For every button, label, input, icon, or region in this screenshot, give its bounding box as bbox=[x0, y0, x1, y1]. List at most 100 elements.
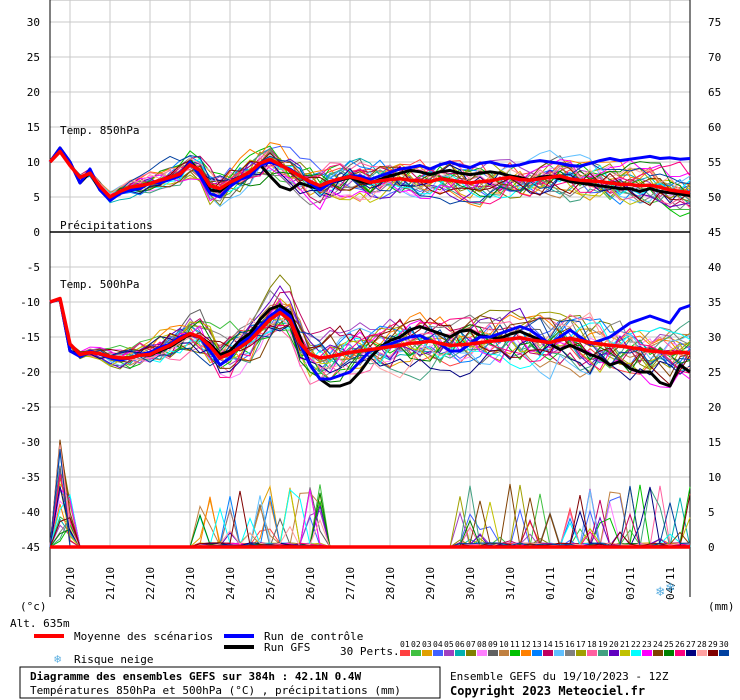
date-tick-label: 31/10 bbox=[504, 567, 517, 600]
left-tick-label: -15 bbox=[20, 331, 40, 344]
left-tick-label: 15 bbox=[27, 121, 40, 134]
copyright: Copyright 2023 Meteociel.fr bbox=[450, 684, 645, 698]
right-tick-label: 20 bbox=[708, 401, 721, 414]
pert-legend-label: 04 bbox=[433, 640, 443, 649]
left-tick-label: -20 bbox=[20, 366, 40, 379]
date-tick-label: 25/10 bbox=[264, 567, 277, 600]
right-tick-label: 45 bbox=[708, 226, 721, 239]
pert-legend-swatch bbox=[675, 650, 685, 656]
date-tick-label: 21/10 bbox=[104, 567, 117, 600]
pert-legend-swatch bbox=[554, 650, 564, 656]
pert-legend-swatch bbox=[686, 650, 696, 656]
right-tick-label: 60 bbox=[708, 121, 721, 134]
right-tick-label: 55 bbox=[708, 156, 721, 169]
right-tick-label: 35 bbox=[708, 296, 721, 309]
pert-legend-label: 08 bbox=[477, 640, 487, 649]
label-precip: Précipitations bbox=[60, 219, 153, 232]
snowflake-icon-2: ❄ bbox=[666, 580, 675, 596]
pert-legend-swatch bbox=[664, 650, 674, 656]
date-tick-label: 23/10 bbox=[184, 567, 197, 600]
pert-legend-swatch bbox=[444, 650, 454, 656]
chart-title: Diagramme des ensembles GEFS sur 384h : … bbox=[30, 670, 362, 683]
left-tick-label: 25 bbox=[27, 51, 40, 64]
pert-legend-label: 30 bbox=[719, 640, 729, 649]
pert-legend-swatch bbox=[400, 650, 410, 656]
pert-legend-label: 18 bbox=[587, 640, 597, 649]
right-tick-label: 5 bbox=[708, 506, 715, 519]
pert-legend-label: 07 bbox=[466, 640, 476, 649]
pert-legend-label: 23 bbox=[642, 640, 652, 649]
pert-legend-swatch bbox=[521, 650, 531, 656]
pert-legend-swatch bbox=[620, 650, 630, 656]
axis-tick-labels: 302520151050-5-10-15-20-25-30-35-40-4575… bbox=[20, 16, 721, 600]
pert-t500-line bbox=[49, 297, 691, 386]
pert-legend-swatch bbox=[708, 650, 718, 656]
grid-lines bbox=[49, 0, 691, 597]
right-tick-label: 70 bbox=[708, 51, 721, 64]
date-tick-label: 29/10 bbox=[424, 567, 437, 600]
label-t850: Temp. 850hPa bbox=[60, 124, 139, 137]
date-tick-label: 22/10 bbox=[144, 567, 157, 600]
pert-legend-swatch bbox=[455, 650, 465, 656]
pert-legend-label: 12 bbox=[521, 640, 531, 649]
pert-t500-line bbox=[49, 297, 691, 389]
snowflake-icon: ❄ bbox=[656, 584, 665, 600]
pert-legend-swatch bbox=[422, 650, 432, 656]
date-tick-label: 01/11 bbox=[544, 567, 557, 600]
date-tick-label: 27/10 bbox=[344, 567, 357, 600]
main-series-lines bbox=[48, 146, 691, 549]
pert-legend-label: 21 bbox=[620, 640, 630, 649]
pert-legend-label: 05 bbox=[444, 640, 454, 649]
right-tick-label: 30 bbox=[708, 331, 721, 344]
pert-legend-swatch bbox=[565, 650, 575, 656]
left-tick-label: 5 bbox=[33, 191, 40, 204]
pert-t500-line bbox=[49, 298, 691, 379]
pert-legend-swatch bbox=[697, 650, 707, 656]
legend-mean-label: Moyenne des scénarios bbox=[74, 630, 213, 643]
pert-legend-label: 14 bbox=[543, 640, 553, 649]
pert-t850-line bbox=[49, 148, 691, 205]
left-tick-label: 0 bbox=[33, 226, 40, 239]
left-tick-label: -25 bbox=[20, 401, 40, 414]
date-tick-label: 20/10 bbox=[64, 567, 77, 600]
pert-legend-swatch bbox=[488, 650, 498, 656]
pert-legend-label: 10 bbox=[499, 640, 509, 649]
left-tick-label: -5 bbox=[27, 261, 40, 274]
pert-legend-label: 19 bbox=[598, 640, 608, 649]
pert-legend-label: 22 bbox=[631, 640, 641, 649]
legend-gfs-label: Run GFS bbox=[264, 641, 310, 654]
left-tick-label: 30 bbox=[27, 16, 40, 29]
pert-legend-swatch bbox=[719, 650, 729, 656]
pert-legend-label: 09 bbox=[488, 640, 498, 649]
date-tick-label: 26/10 bbox=[304, 567, 317, 600]
right-tick-label: 75 bbox=[708, 16, 721, 29]
pert-legend-swatch bbox=[466, 650, 476, 656]
legend-snow-label: Risque neige bbox=[74, 653, 153, 666]
pert-legend-label: 29 bbox=[708, 640, 718, 649]
left-tick-label: 10 bbox=[27, 156, 40, 169]
date-tick-label: 02/11 bbox=[584, 567, 597, 600]
pert-legend-swatch bbox=[510, 650, 520, 656]
date-tick-label: 30/10 bbox=[464, 567, 477, 600]
pert-legend-label: 28 bbox=[697, 640, 707, 649]
altitude-label: Alt. 635m bbox=[10, 617, 70, 630]
pert-legend-label: 24 bbox=[653, 640, 663, 649]
pert-legend-swatch bbox=[576, 650, 586, 656]
date-tick-label: 04/11 bbox=[664, 567, 677, 600]
left-tick-label: -30 bbox=[20, 436, 40, 449]
pert-legend-label: 03 bbox=[422, 640, 432, 649]
pert-legend-label: 02 bbox=[411, 640, 421, 649]
series-t850-line bbox=[48, 149, 691, 199]
left-tick-label: -35 bbox=[20, 471, 40, 484]
date-tick-label: 03/11 bbox=[624, 567, 637, 600]
legend-snow-icon: ❄ bbox=[54, 652, 61, 666]
series-t500-line bbox=[49, 296, 691, 360]
pert-legend-label: 11 bbox=[510, 640, 520, 649]
date-tick-label: 24/10 bbox=[224, 567, 237, 600]
pert-legend-swatch bbox=[411, 650, 421, 656]
left-tick-label: -10 bbox=[20, 296, 40, 309]
pert-legend-swatch bbox=[598, 650, 608, 656]
pert-legend-label: 01 bbox=[400, 640, 410, 649]
pert-legend-swatch bbox=[631, 650, 641, 656]
